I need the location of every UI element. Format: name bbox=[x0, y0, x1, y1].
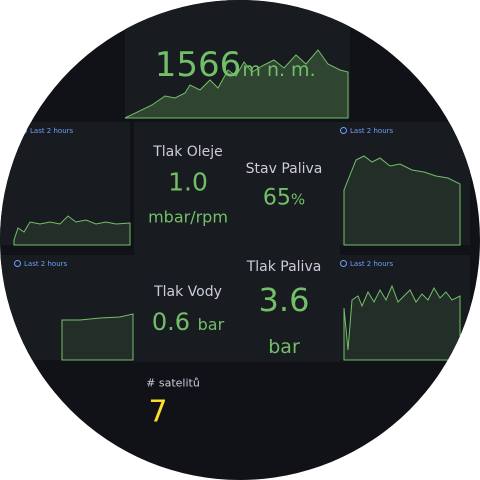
panel-value: 0.6 bbox=[151, 308, 190, 336]
panel-value: 3.6 bbox=[258, 281, 310, 319]
panel-unit: bar bbox=[197, 315, 225, 334]
panel-unit: % bbox=[290, 190, 306, 209]
panel-title: Tlak Paliva bbox=[246, 259, 322, 275]
sparkline bbox=[343, 155, 461, 246]
panel-title: Stav Paliva bbox=[245, 161, 323, 177]
panel-value: 65 bbox=[262, 185, 291, 211]
stat-panel bbox=[134, 122, 340, 362]
panel-title: # satelitů bbox=[146, 376, 200, 390]
sparkline bbox=[61, 313, 134, 361]
panel-unit: bar bbox=[268, 336, 300, 358]
spark-panel bbox=[0, 255, 134, 360]
sparkline bbox=[13, 215, 131, 246]
altitude-unit: m n. m. bbox=[242, 59, 316, 81]
panel-value: 1.0 bbox=[168, 167, 208, 197]
panel-title: Tlak Vody bbox=[154, 284, 222, 300]
altitude-sparkline bbox=[124, 49, 349, 119]
time-range[interactable]: Last 2 hours bbox=[340, 127, 393, 135]
sparkline bbox=[343, 284, 461, 361]
panel-stat: 0.6 bar bbox=[152, 308, 224, 336]
time-range[interactable]: Last 2 hours bbox=[14, 260, 67, 268]
panel-unit: mbar/rpm bbox=[148, 207, 228, 227]
panel-value: 7 bbox=[148, 394, 168, 430]
altitude-value: 1566 bbox=[154, 45, 242, 85]
panel-stat: 65% bbox=[263, 186, 305, 211]
spark-panel bbox=[340, 122, 470, 245]
time-range[interactable]: Last 2 hours bbox=[20, 127, 73, 135]
panel-title: Tlak Oleje bbox=[153, 144, 223, 160]
spark-panel bbox=[340, 255, 470, 360]
time-range[interactable]: Last 2 hours bbox=[340, 260, 393, 268]
spark-panel bbox=[0, 122, 130, 245]
